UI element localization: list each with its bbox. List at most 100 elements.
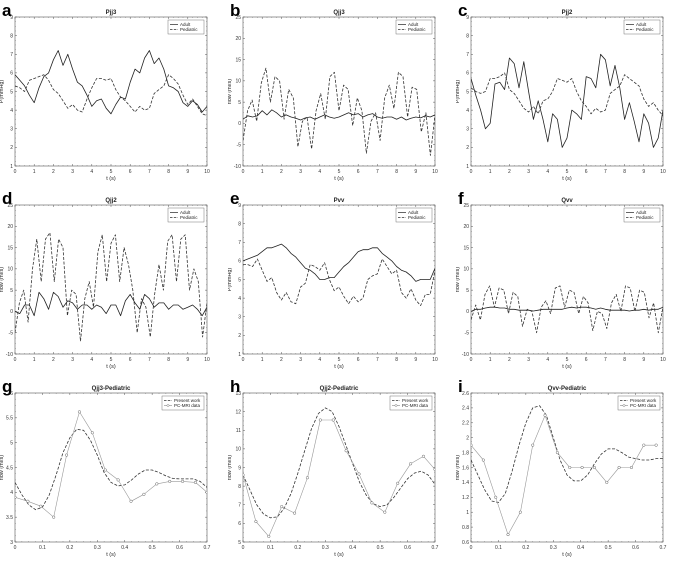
svg-text:4: 4 <box>10 108 13 114</box>
svg-text:5: 5 <box>110 357 113 363</box>
legend-entry: Adult <box>636 210 647 215</box>
chart-title: Qjj3-Pediatric <box>92 386 131 392</box>
svg-text:0.2: 0.2 <box>66 545 73 551</box>
plot-area <box>14 204 208 355</box>
legend-entry: PC-MRI data <box>630 403 657 408</box>
panel-b: b 0 1 2 3 4 5 6 7 8 9 10 -10 -5 0 5 10 15 20 25 Qjj3 t (s) flo… <box>228 0 457 186</box>
data-marker <box>357 472 361 476</box>
svg-text:-5: -5 <box>465 331 470 337</box>
y-axis-label: P(mmHg) <box>228 268 233 292</box>
series-adult <box>15 291 207 317</box>
svg-text:1: 1 <box>466 510 469 516</box>
panel-letter: d <box>2 189 13 208</box>
svg-text:8: 8 <box>466 33 469 39</box>
svg-text:0.5: 0.5 <box>149 545 156 551</box>
svg-text:0.4: 0.4 <box>121 545 128 551</box>
series-pediatric <box>471 72 663 116</box>
axis-ticks: 0 0.1 0.2 0.3 0.4 0.5 0.6 0.7 5 6 7 8 9 10 11 12 13 <box>235 391 438 551</box>
svg-text:9: 9 <box>466 15 469 21</box>
data-marker <box>77 410 82 414</box>
svg-text:9: 9 <box>414 357 417 363</box>
svg-text:1.4: 1.4 <box>462 480 469 486</box>
chart-title: Qjj3 <box>333 10 345 16</box>
svg-text:2: 2 <box>52 357 55 363</box>
x-axis-label: t (s) <box>106 176 116 182</box>
data-marker <box>181 479 185 483</box>
data-marker <box>168 479 172 483</box>
svg-text:20: 20 <box>7 224 13 230</box>
svg-text:25: 25 <box>235 15 241 21</box>
svg-text:2: 2 <box>280 357 283 363</box>
series-pc-mri-data <box>15 411 207 518</box>
data-marker <box>293 511 297 515</box>
axis-ticks: 0 0.1 0.2 0.3 0.4 0.5 0.6 0.7 0.6 0.8 1 1.2 1.4 1.6 1.… <box>462 391 667 551</box>
svg-text:8: 8 <box>623 169 626 175</box>
data-marker <box>654 443 658 447</box>
legend-entry: Pediatric <box>636 27 654 32</box>
series-pediatric <box>15 232 207 342</box>
svg-text:3: 3 <box>10 540 13 546</box>
svg-text:0.6: 0.6 <box>176 545 183 551</box>
svg-text:6: 6 <box>466 71 469 77</box>
svg-text:0: 0 <box>242 545 245 551</box>
chart-title: Pjj2 <box>562 10 573 16</box>
svg-text:1.6: 1.6 <box>462 465 469 471</box>
axis-ticks: 0 0.1 0.2 0.3 0.4 0.5 0.6 0.7 3 3.5 4 4.5 5 5.5 6 <box>6 391 211 551</box>
svg-text:4: 4 <box>10 490 13 496</box>
svg-text:1.8: 1.8 <box>462 450 469 456</box>
x-axis-label: t (s) <box>562 176 572 182</box>
svg-text:5: 5 <box>466 89 469 95</box>
x-axis-label: t (s) <box>562 364 572 370</box>
plot-area <box>470 392 664 543</box>
data-marker <box>555 451 559 455</box>
svg-text:9: 9 <box>642 169 645 175</box>
svg-text:3: 3 <box>527 357 530 363</box>
data-marker <box>531 443 535 447</box>
svg-text:10: 10 <box>660 357 666 363</box>
svg-text:7: 7 <box>10 52 13 58</box>
svg-text:9: 9 <box>186 357 189 363</box>
series-pediatric <box>243 258 435 306</box>
chart-f: 0 1 2 3 4 5 6 7 8 9 10 -10 -5 0 5 10 15 20 25 Qvv t (s) flow … <box>456 198 666 370</box>
svg-text:0.2: 0.2 <box>294 545 301 551</box>
y-axis-label: flow (ml/s) <box>456 267 461 292</box>
svg-text:0: 0 <box>242 169 245 175</box>
svg-text:12: 12 <box>235 409 241 415</box>
svg-text:10: 10 <box>7 267 13 273</box>
svg-text:0.7: 0.7 <box>432 545 439 551</box>
svg-text:5: 5 <box>10 89 13 95</box>
svg-text:0.5: 0.5 <box>377 545 384 551</box>
svg-text:1: 1 <box>33 357 36 363</box>
svg-text:9: 9 <box>642 357 645 363</box>
panel-i: i 0 0.1 0.2 0.3 0.4 0.5 0.6 0.7 0.6 0.8 1 1.2 1.4 1.6 1… <box>456 376 685 562</box>
series-pediatric <box>243 67 435 156</box>
data-marker <box>193 480 198 484</box>
svg-text:2.4: 2.4 <box>462 406 469 412</box>
svg-text:5: 5 <box>238 277 241 283</box>
svg-text:0.1: 0.1 <box>495 545 502 551</box>
svg-text:5: 5 <box>338 169 341 175</box>
series-group <box>243 67 435 156</box>
svg-text:15: 15 <box>235 57 241 63</box>
data-marker <box>15 495 17 499</box>
svg-text:20: 20 <box>235 36 241 42</box>
legend-entry: Present work <box>402 398 429 403</box>
panel-g: g 0 0.1 0.2 0.3 0.4 0.5 0.6 0.7 3 3.5 4 4.5 5 5.5 6 Qjj3… <box>0 376 229 562</box>
svg-text:1: 1 <box>489 169 492 175</box>
svg-text:7: 7 <box>148 169 151 175</box>
svg-text:8: 8 <box>167 357 170 363</box>
data-marker <box>318 418 322 422</box>
data-marker <box>506 533 510 537</box>
svg-text:10: 10 <box>235 447 241 453</box>
panel-e: e 0 1 2 3 4 5 6 7 8 9 10 1 2 3 4 5 6 7 8 9 Pvv t (s) P(mmHg) Adu… <box>228 188 457 374</box>
data-marker <box>481 458 485 462</box>
plot-area <box>470 16 664 167</box>
svg-text:2: 2 <box>238 333 241 339</box>
series-group <box>243 243 435 306</box>
svg-text:4: 4 <box>466 108 469 114</box>
